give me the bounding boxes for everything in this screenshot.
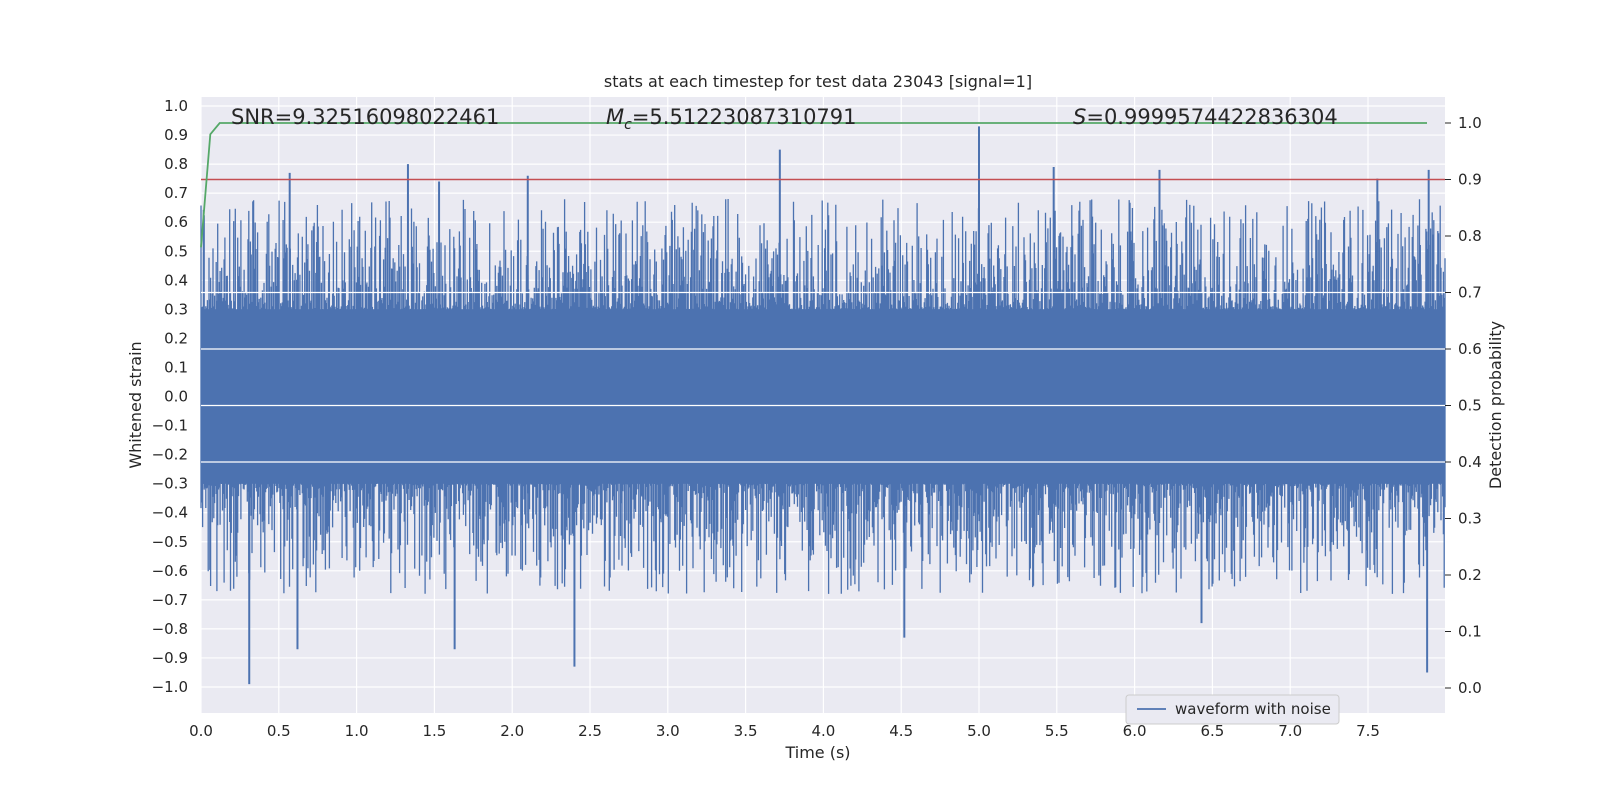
x-axis-label: Time (s) xyxy=(784,743,850,762)
y-left-tick-label: −0.5 xyxy=(152,533,188,551)
y-right-tick-label: 0.2 xyxy=(1458,566,1482,584)
y-left-tick-label: −0.3 xyxy=(152,475,188,493)
y-right-tick-label: 0.5 xyxy=(1458,397,1482,415)
y-axis-left-ticks: 1.0 0.9 0.8 0.7 0.6 0.5 0.4 0.3 0.2 0.1 0.0 −0.1 −0.… xyxy=(152,97,188,696)
y-left-tick-label: 0.6 xyxy=(164,213,188,231)
chart-title: stats at each timestep for test data 230… xyxy=(604,72,1032,91)
y-left-tick-label: 0.9 xyxy=(164,126,188,144)
y-right-tick-label: 0.7 xyxy=(1458,284,1482,302)
legend-label-waveform: waveform with noise xyxy=(1175,700,1331,718)
waveform-core-band xyxy=(201,309,1445,484)
chirp-mass-value: =5.51223087310791 xyxy=(632,105,857,129)
x-tick-label: 1.0 xyxy=(345,722,369,740)
score-value: =0.9999574422836304 xyxy=(1086,105,1337,129)
chirp-mass-subscript: c xyxy=(624,117,632,133)
x-tick-label: 7.0 xyxy=(1278,722,1302,740)
y-axis-right-ticks: 1.0 0.9 0.8 0.7 0.6 0.5 0.4 0.3 0.2 0.1 0.0 xyxy=(1445,114,1482,697)
x-tick-label: 6.0 xyxy=(1123,722,1147,740)
legend-box xyxy=(1125,694,1340,725)
y-left-tick-label: −0.1 xyxy=(152,417,188,435)
y-right-tick-label: 0.0 xyxy=(1458,679,1482,697)
y-right-tick-label: 0.8 xyxy=(1458,227,1482,245)
y-left-tick-label: 0.7 xyxy=(164,184,188,202)
y-axis-right-label: Detection probability xyxy=(1486,321,1505,489)
probability-series xyxy=(200,122,1445,248)
legend: waveform with noise xyxy=(1125,694,1340,725)
x-tick-label: 3.5 xyxy=(734,722,758,740)
y-left-tick-label: −0.2 xyxy=(152,446,188,464)
y-left-tick-label: 0.4 xyxy=(164,271,188,289)
x-tick-label: 5.5 xyxy=(1045,722,1069,740)
chirp-mass-annotation: Mc=5.51223087310791 xyxy=(606,105,857,133)
x-tick-label: 0.0 xyxy=(189,722,213,740)
x-axis-ticks: 0.0 0.5 1.0 1.5 2.0 2.5 3.0 3.5 4.0 4.5 5.0 5.5 6.0 6… xyxy=(189,722,1380,740)
y-left-tick-label: 0.5 xyxy=(164,242,188,260)
chirp-mass-symbol: M xyxy=(606,105,624,129)
y-left-tick-label: 1.0 xyxy=(164,97,188,115)
y-right-tick-label: 0.3 xyxy=(1458,510,1482,528)
y-left-tick-label: −0.8 xyxy=(152,620,188,638)
y-right-tick-label: 0.9 xyxy=(1458,171,1482,189)
x-tick-label: 3.0 xyxy=(656,722,680,740)
x-tick-label: 2.0 xyxy=(500,722,524,740)
y-left-tick-label: −1.0 xyxy=(152,678,188,696)
y-right-tick-label: 0.1 xyxy=(1458,623,1482,641)
y-left-tick-label: −0.6 xyxy=(152,562,188,580)
y-right-tick-label: 0.6 xyxy=(1458,340,1482,358)
snr-annotation: SNR=9.32516098022461 xyxy=(231,105,499,129)
x-tick-label: 6.5 xyxy=(1200,722,1224,740)
score-annotation: S=0.9999574422836304 xyxy=(1073,105,1338,129)
x-tick-label: 0.5 xyxy=(267,722,291,740)
x-tick-label: 4.5 xyxy=(889,722,913,740)
x-tick-label: 4.0 xyxy=(811,722,835,740)
y-left-tick-label: 0.0 xyxy=(164,388,188,406)
score-symbol: S xyxy=(1073,105,1086,129)
x-tick-label: 2.5 xyxy=(578,722,602,740)
y-left-tick-label: 0.2 xyxy=(164,329,188,347)
x-tick-label: 5.0 xyxy=(967,722,991,740)
y-right-tick-label: 0.4 xyxy=(1458,453,1482,471)
y-axis-left-label: Whitened strain xyxy=(126,341,145,468)
y-left-tick-label: 0.1 xyxy=(164,358,188,376)
y-left-tick-label: −0.9 xyxy=(152,649,188,667)
y-right-tick-label: 1.0 xyxy=(1458,114,1482,132)
y-left-tick-label: 0.3 xyxy=(164,300,188,318)
waveform-series xyxy=(200,126,1446,685)
detection-probability-line xyxy=(200,122,1427,248)
x-tick-label: 1.5 xyxy=(422,722,446,740)
x-tick-label: 7.5 xyxy=(1356,722,1380,740)
y-left-tick-label: −0.7 xyxy=(152,591,188,609)
y-left-tick-label: −0.4 xyxy=(152,504,188,522)
y-left-tick-label: 0.8 xyxy=(164,155,188,173)
